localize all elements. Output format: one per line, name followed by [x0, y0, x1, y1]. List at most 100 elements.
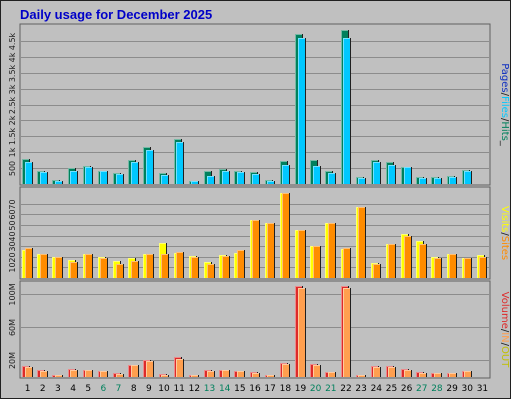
bar-in-day-3 [55, 375, 63, 377]
x-tick-label-day-29: 29 [446, 384, 458, 394]
legend-entry: Visits [499, 206, 510, 233]
y-tick-label: 60 [8, 209, 17, 219]
x-tick-label-day-27: 27 [416, 384, 427, 394]
legend-entry: Hits [499, 121, 510, 140]
x-tick-label-day-22: 22 [340, 384, 351, 394]
bar-in-day-5 [85, 370, 93, 377]
bar-in-day-19 [298, 288, 306, 377]
bar-in-day-8 [131, 365, 139, 377]
y-tick-label: 20 [8, 252, 17, 262]
legend-entry: Sites [499, 236, 510, 260]
bar-files-day-25 [388, 165, 396, 184]
bar-in-day-14 [222, 370, 230, 377]
bar-files-day-16 [252, 174, 260, 184]
bar-sites-day-2 [40, 254, 48, 278]
y-tick-label: 60M [8, 319, 17, 336]
bar-in-day-13 [207, 371, 215, 377]
bar-files-day-17 [267, 181, 275, 184]
y-tick-label: 4.5k [8, 32, 17, 50]
legend-entry: Pages [499, 63, 510, 92]
x-tick-label-day-19: 19 [295, 384, 307, 394]
x-tick-label-day-8: 8 [131, 384, 137, 394]
bar-sites-day-9 [146, 254, 154, 278]
x-tick-label-day-11: 11 [173, 384, 184, 394]
bar-files-day-23 [358, 178, 366, 184]
x-tick-label-day-14: 14 [219, 384, 231, 394]
bar-in-day-17 [267, 375, 275, 377]
bar-sites-day-31 [479, 257, 487, 278]
y-tick-label: 10 [8, 262, 17, 272]
y-tick-label: 2k [8, 115, 17, 125]
legend-entry: / [499, 329, 510, 333]
bar-files-day-2 [40, 172, 48, 184]
x-tick-label-day-12: 12 [189, 384, 200, 394]
x-tick-label-day-25: 25 [386, 384, 397, 394]
bar-files-day-10 [161, 175, 169, 184]
bar-in-day-26 [404, 370, 412, 377]
bar-files-day-28 [434, 178, 442, 184]
legend-entry: Volume [499, 292, 510, 329]
y-tick-label: 100M [8, 283, 17, 305]
x-tick-label-day-23: 23 [355, 384, 366, 394]
bar-sites-day-27 [419, 244, 427, 278]
bar-sites-day-22 [343, 248, 351, 278]
y-tick-label: 30 [8, 241, 17, 251]
bar-files-day-1 [25, 162, 33, 184]
bar-sites-day-29 [449, 254, 457, 278]
bar-files-day-29 [449, 177, 457, 184]
legend-volume: Volume/IN/OUT [499, 292, 510, 369]
x-tick-label-day-3: 3 [55, 384, 61, 394]
bar-sites-day-4 [70, 262, 78, 278]
bar-files-day-30 [464, 171, 472, 184]
x-tick-label-day-5: 5 [85, 384, 91, 394]
x-tick-label-day-26: 26 [401, 384, 413, 394]
chart-title: Daily usage for December 2025 [20, 7, 212, 22]
bar-files-day-19 [298, 38, 306, 184]
bar-files-day-18 [282, 165, 290, 184]
bar-files-day-5 [85, 167, 93, 184]
legend-entry: / [499, 343, 510, 347]
bar-in-day-10 [161, 375, 169, 377]
bar-sites-day-15 [237, 250, 245, 278]
x-tick-label-day-9: 9 [146, 384, 152, 394]
bar-in-day-23 [358, 375, 366, 377]
bar-in-day-4 [70, 370, 78, 377]
legend-entry: _ [499, 140, 510, 147]
bar-in-day-15 [237, 371, 245, 377]
bar-sites-day-19 [298, 230, 306, 278]
y-tick-label: 1k [8, 147, 17, 157]
bar-files-day-9 [146, 150, 154, 184]
panel-hits-files-pages: 500 1k 1.5k 2k2.5k 3k 3.5k 4k 4.5k [8, 23, 491, 186]
bar-in-day-12 [191, 375, 199, 377]
legend-entry: / [499, 232, 510, 236]
bar-files-day-8 [131, 162, 139, 184]
x-tick-label-day-6: 6 [101, 384, 107, 394]
bar-sites-day-1 [25, 248, 33, 278]
x-tick-label-day-10: 10 [158, 384, 170, 394]
x-tick-label-day-18: 18 [280, 384, 292, 394]
bar-sites-day-20 [313, 246, 321, 278]
bar-sites-day-10 [161, 254, 169, 278]
y-tick-label: 20M [8, 352, 17, 369]
bar-files-day-26 [404, 167, 412, 184]
bar-sites-day-3 [55, 257, 63, 278]
bar-in-day-28 [434, 373, 442, 377]
bar-files-day-21 [328, 173, 336, 184]
bar-in-day-11 [176, 359, 184, 377]
y-tick-label: 1.5k [8, 127, 17, 145]
bar-sites-day-26 [404, 236, 412, 278]
bar-in-day-21 [328, 372, 336, 377]
bar-in-day-1 [25, 367, 33, 377]
y-tick-label: 3k [8, 84, 17, 94]
x-tick-label-day-28: 28 [431, 384, 443, 394]
bar-in-day-9 [146, 361, 154, 377]
bar-files-day-20 [313, 166, 321, 184]
bar-files-day-14 [222, 171, 230, 184]
legend-entry: / [499, 93, 510, 97]
y-tick-label: 70 [8, 199, 17, 209]
bar-sites-day-14 [222, 256, 230, 278]
bar-in-day-27 [419, 373, 427, 377]
bar-files-day-12 [191, 181, 199, 184]
legend-visits-sites: Visits/Sites [499, 206, 510, 260]
